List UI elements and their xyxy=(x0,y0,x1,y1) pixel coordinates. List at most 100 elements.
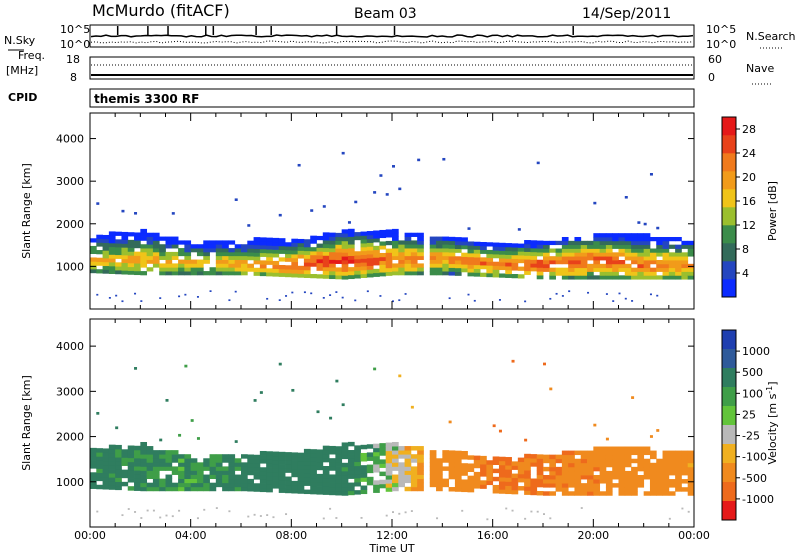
power-echo-cell xyxy=(574,263,582,269)
power-echo-cell xyxy=(347,244,355,249)
velocity-echo-cell xyxy=(410,474,418,480)
velocity-echo-cell xyxy=(234,462,242,467)
power-echo-cell xyxy=(417,255,424,260)
power-echo-cell xyxy=(618,240,626,246)
velocity-echo-cell xyxy=(190,458,198,463)
velocity-echo-cell xyxy=(461,467,468,472)
power-echo-cell xyxy=(555,271,563,276)
velocity-echo-cell xyxy=(492,456,500,461)
power-scatter-cell xyxy=(593,201,597,205)
power-echo-cell xyxy=(121,235,129,241)
power-echo-cell xyxy=(140,271,148,276)
velocity-echo-cell xyxy=(404,474,412,480)
power-colorbar-tick-label: 8 xyxy=(742,243,749,256)
power-echo-cell xyxy=(662,271,670,276)
power-echo-cell xyxy=(580,271,588,276)
velocity-low-range-cell xyxy=(524,517,527,520)
power-echo-cell xyxy=(291,257,299,263)
velocity-echo-cell xyxy=(96,472,103,478)
velocity-echo-cell xyxy=(329,466,336,471)
velocity-echo-cell xyxy=(643,450,651,456)
power-echo-cell xyxy=(631,233,638,238)
velocity-echo-cell xyxy=(587,466,594,472)
velocity-low-range-cell xyxy=(543,513,545,516)
power-echo-cell xyxy=(448,259,456,265)
power-echo-cell xyxy=(385,240,393,246)
velocity-echo-cell xyxy=(618,458,626,464)
power-echo-cell xyxy=(436,259,443,264)
power-echo-cell xyxy=(209,267,217,272)
power-echo-cell xyxy=(392,248,399,253)
power-echo-cell xyxy=(593,256,601,261)
velocity-echo-cell xyxy=(410,458,418,463)
velocity-echo-cell xyxy=(134,457,141,463)
velocity-echo-cell xyxy=(687,483,695,488)
power-echo-cell xyxy=(436,240,443,245)
time-tick-label: 20:00 xyxy=(577,529,609,542)
velocity-low-range-cell xyxy=(436,517,439,520)
velocity-ylabel: Slant Range [km] xyxy=(20,375,33,471)
power-echo-cell xyxy=(454,256,462,261)
power-echo-cell xyxy=(102,265,110,270)
velocity-echo-cell xyxy=(241,466,248,471)
velocity-echo-cell xyxy=(215,458,223,463)
velocity-scatter-cell xyxy=(165,398,169,402)
velocity-echo-cell xyxy=(561,466,569,472)
velocity-echo-cell xyxy=(454,483,462,488)
velocity-echo-cell xyxy=(373,455,380,461)
velocity-echo-cell xyxy=(316,465,324,471)
power-echo-cell xyxy=(593,248,601,253)
velocity-echo-cell xyxy=(266,487,273,493)
power-echo-cell xyxy=(662,240,670,246)
velocity-low-range-cell xyxy=(152,509,155,512)
power-echo-cell xyxy=(146,236,154,241)
power-colorbar-frame xyxy=(721,116,737,298)
velocity-echo-cell xyxy=(681,454,689,460)
velocity-echo-cell xyxy=(190,478,198,484)
velocity-echo-cell xyxy=(222,478,229,484)
power-echo-cell xyxy=(429,240,437,245)
velocity-echo-cell xyxy=(574,470,582,476)
velocity-echo-cell xyxy=(618,475,626,480)
power-low-range-cell xyxy=(140,300,143,302)
power-low-range-cell xyxy=(291,291,294,294)
velocity-echo-cell xyxy=(467,475,475,481)
power-echo-cell xyxy=(524,266,531,272)
velocity-echo-cell xyxy=(662,462,670,468)
velocity-echo-cell xyxy=(127,457,135,463)
power-echo-cell xyxy=(574,267,582,272)
power-echo-cell xyxy=(209,271,217,276)
power-echo-cell xyxy=(580,240,588,246)
velocity-echo-cell xyxy=(127,445,135,450)
time-tick-label: 00:00 xyxy=(678,529,710,542)
freq-label-line1: Freq. xyxy=(18,49,45,62)
velocity-echo-cell xyxy=(492,476,500,482)
velocity-echo-cell xyxy=(631,491,638,496)
power-echo-cell xyxy=(108,246,116,251)
power-echo-cell xyxy=(637,267,645,272)
velocity-echo-cell xyxy=(593,483,601,488)
power-echo-cell xyxy=(643,248,651,253)
power-echo-cell xyxy=(612,267,619,272)
velocity-echo-cell xyxy=(335,474,343,480)
velocity-echo-cell xyxy=(222,454,229,459)
velocity-echo-cell xyxy=(637,466,645,472)
velocity-echo-cell xyxy=(574,479,582,484)
power-echo-cell xyxy=(643,252,651,257)
time-tick-label: 16:00 xyxy=(477,529,509,542)
velocity-echo-cell xyxy=(121,481,129,487)
velocity-echo-cell xyxy=(404,458,412,463)
power-echo-cell xyxy=(530,251,538,257)
velocity-echo-cell xyxy=(329,478,336,483)
power-echo-cell xyxy=(203,244,210,249)
power-echo-cell xyxy=(134,270,141,276)
power-echo-cell xyxy=(480,272,487,277)
velocity-echo-cell xyxy=(266,463,273,468)
nsky-tick-bottom: 10^0 xyxy=(60,38,90,51)
velocity-echo-cell xyxy=(398,454,405,459)
power-echo-cell xyxy=(385,233,393,238)
power-low-range-cell xyxy=(524,300,527,303)
power-scatter-cell xyxy=(297,163,301,167)
power-echo-cell xyxy=(90,249,97,255)
velocity-scatter-cell xyxy=(96,411,100,415)
